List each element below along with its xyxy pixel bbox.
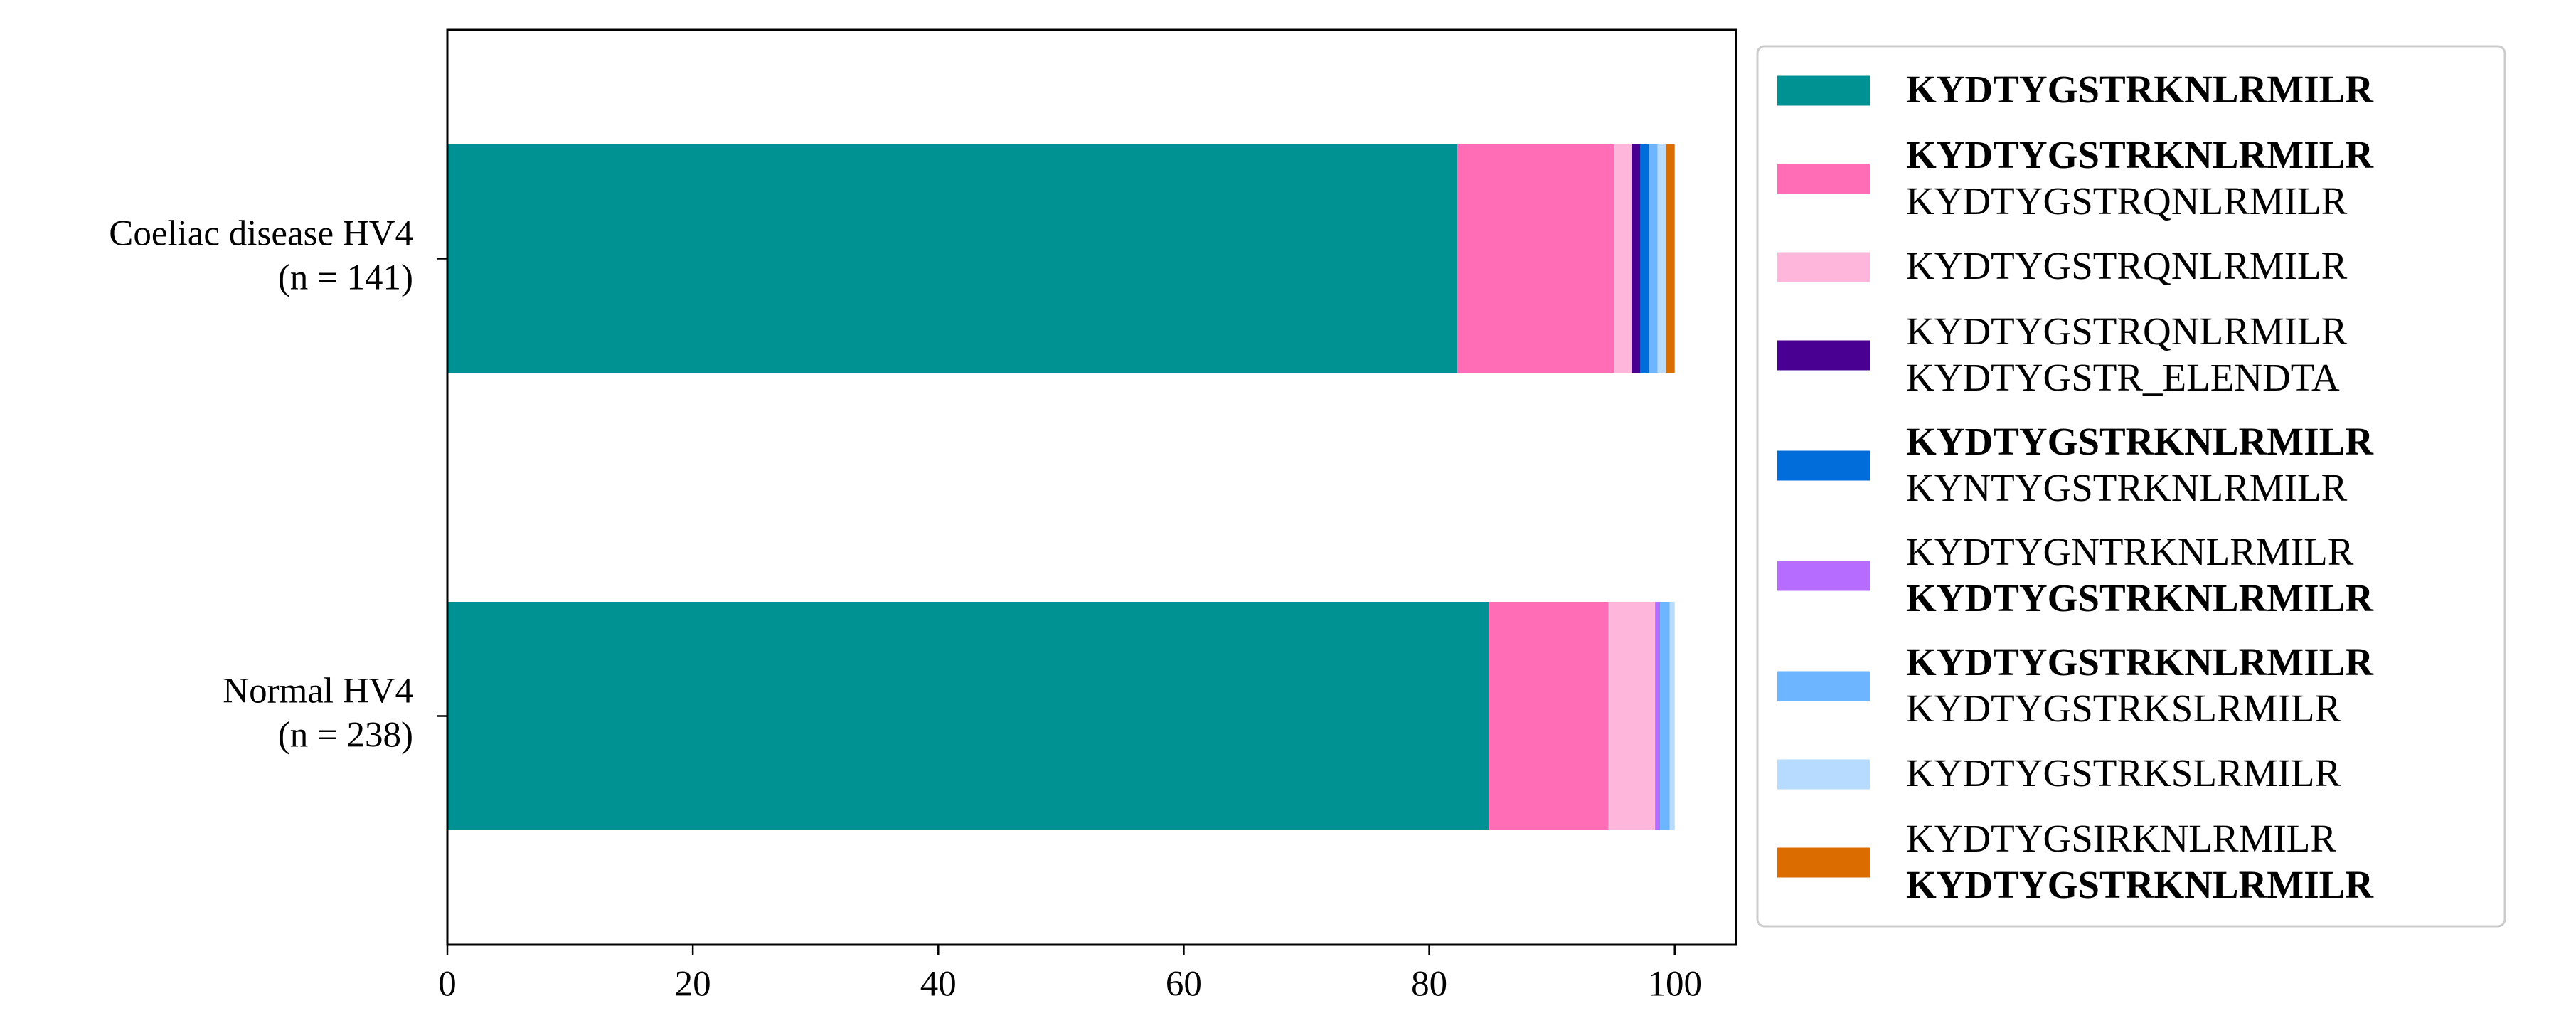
legend-swatch bbox=[1777, 561, 1870, 591]
y-tick-label: Coeliac disease HV4 (n = 141) bbox=[109, 213, 413, 297]
bar-segment bbox=[1632, 144, 1641, 373]
plot-frame bbox=[446, 28, 1737, 946]
legend-swatch bbox=[1777, 847, 1870, 878]
legend-label: KYDTYGSTRKNLRMILR KYDTYGSTRQNLRMILR bbox=[1906, 133, 2374, 223]
x-tick-label: 80 bbox=[1411, 965, 1447, 1005]
legend-label: KYDTYGSIRKNLRMILR KYDTYGSTRKNLRMILR bbox=[1906, 817, 2374, 906]
bar-segment bbox=[447, 144, 1458, 373]
bar-segment bbox=[447, 602, 1490, 830]
legend-box bbox=[1756, 45, 2506, 928]
legend-label: KYDTYGSTRQNLRMILR bbox=[1906, 244, 2348, 287]
legend-label: KYDTYGSTRKNLRMILR KYNTYGSTRKNLRMILR bbox=[1906, 420, 2374, 509]
bar-segment bbox=[1614, 144, 1632, 373]
bar-segment bbox=[1489, 602, 1609, 830]
x-tick-label: 60 bbox=[1166, 965, 1202, 1005]
x-tick-label: 0 bbox=[438, 965, 457, 1005]
bar-segment bbox=[1640, 144, 1649, 373]
legend-swatch bbox=[1777, 671, 1870, 701]
bar-segment bbox=[1669, 602, 1675, 830]
legend-label: KYDTYGSTRKNLRMILR bbox=[1906, 68, 2374, 111]
legend-label: KYDTYGSTRQNLRMILR KYDTYGSTR_ELENDTA bbox=[1906, 309, 2348, 399]
x-tick-label: 40 bbox=[920, 965, 957, 1005]
legend-swatch bbox=[1777, 759, 1870, 790]
bar-segment bbox=[1457, 144, 1615, 373]
legend-swatch bbox=[1777, 75, 1870, 106]
legend-swatch bbox=[1777, 252, 1870, 282]
bar-segment bbox=[1666, 144, 1675, 373]
legend-swatch bbox=[1777, 340, 1870, 371]
legend-label: KYDTYGSTRKNLRMILR KYDTYGSTRKSLRMILR bbox=[1906, 640, 2374, 730]
legend-swatch bbox=[1777, 450, 1870, 481]
bar-segment bbox=[1660, 602, 1670, 830]
bar-segment bbox=[1655, 602, 1661, 830]
bar-segment bbox=[1657, 144, 1666, 373]
bar-segment bbox=[1608, 602, 1656, 830]
x-tick-label: 20 bbox=[675, 965, 711, 1005]
legend-swatch bbox=[1777, 164, 1870, 194]
y-tick-label: Normal HV4 (n = 238) bbox=[223, 671, 413, 755]
legend-label: KYDTYGNTRKNLRMILR KYDTYGSTRKNLRMILR bbox=[1906, 530, 2374, 620]
bar-segment bbox=[1649, 144, 1658, 373]
x-tick-label: 100 bbox=[1647, 965, 1702, 1005]
legend-label: KYDTYGSTRKSLRMILR bbox=[1906, 751, 2341, 795]
